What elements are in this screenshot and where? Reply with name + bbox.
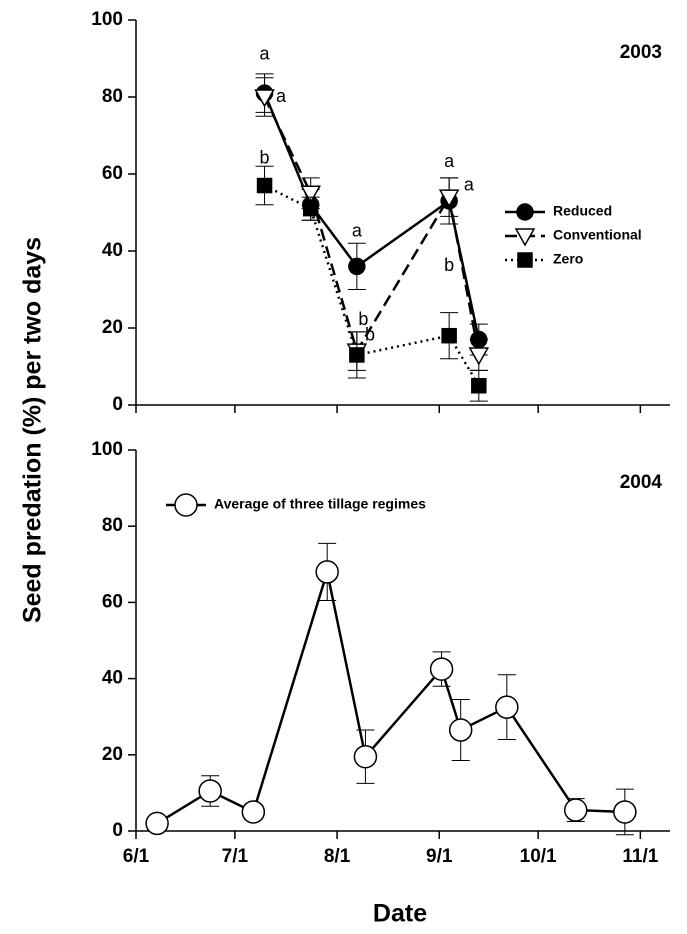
marker <box>256 177 273 194</box>
series-line <box>156 571 625 825</box>
marker <box>563 798 588 822</box>
marker <box>468 347 490 366</box>
marker <box>613 800 637 824</box>
series-line <box>263 96 481 356</box>
marker <box>429 657 454 681</box>
annotation: b <box>365 324 375 344</box>
annotation: b <box>260 147 270 167</box>
marker <box>254 89 275 108</box>
y-tick-label: 80 <box>102 515 123 536</box>
x-tick-label: 8/1 <box>324 846 351 867</box>
y-tick-label: 60 <box>102 163 123 184</box>
y-tick-label: 20 <box>102 744 123 765</box>
legend-label: Conventional <box>553 227 642 243</box>
x-axis-label: Date <box>373 900 427 928</box>
y-tick-label: 40 <box>102 668 123 689</box>
y-tick-label: 80 <box>102 86 123 107</box>
panel-title: 2003 <box>620 42 662 63</box>
marker <box>349 347 365 363</box>
annotation: b <box>358 309 368 329</box>
marker <box>302 200 319 217</box>
marker <box>241 800 266 824</box>
x-tick-label: 11/1 <box>622 846 658 867</box>
marker <box>315 560 339 584</box>
marker <box>441 327 457 344</box>
annotation: a <box>444 151 455 171</box>
y-tick-label: 60 <box>102 591 123 612</box>
y-tick-label: 100 <box>91 9 123 30</box>
legend-marker <box>516 203 534 221</box>
marker <box>348 257 366 276</box>
y-tick-label: 0 <box>112 820 123 841</box>
legend-marker <box>514 228 536 247</box>
y-tick-label: 100 <box>91 439 123 460</box>
annotation: b <box>444 255 454 275</box>
y-tick-label: 0 <box>112 394 123 415</box>
x-tick-label: 7/1 <box>222 846 249 867</box>
legend-marker <box>517 252 533 268</box>
annotation: a <box>464 174 475 194</box>
annotation: a <box>276 86 287 106</box>
marker <box>471 378 487 394</box>
marker <box>145 811 169 836</box>
legend-marker <box>174 493 198 517</box>
marker <box>198 779 222 803</box>
x-tick-label: 6/1 <box>123 846 150 867</box>
annotation: a <box>260 43 271 63</box>
x-tick-label: 9/1 <box>426 846 453 867</box>
marker <box>495 695 519 719</box>
series-line <box>263 184 480 387</box>
legend-label: Average of three tillage regimes <box>214 496 426 512</box>
marker <box>438 189 460 208</box>
annotation: a <box>352 221 363 241</box>
x-tick-label: 10/1 <box>520 846 557 867</box>
y-tick-label: 40 <box>102 240 123 261</box>
panel-title: 2004 <box>620 472 663 493</box>
legend-label: Reduced <box>553 203 612 219</box>
y-tick-label: 20 <box>102 317 123 338</box>
y-axis-label: Seed predation (%) per two days <box>19 237 47 623</box>
marker <box>448 718 473 742</box>
marker <box>353 744 378 769</box>
marker <box>300 185 321 204</box>
legend-label: Zero <box>553 251 583 267</box>
